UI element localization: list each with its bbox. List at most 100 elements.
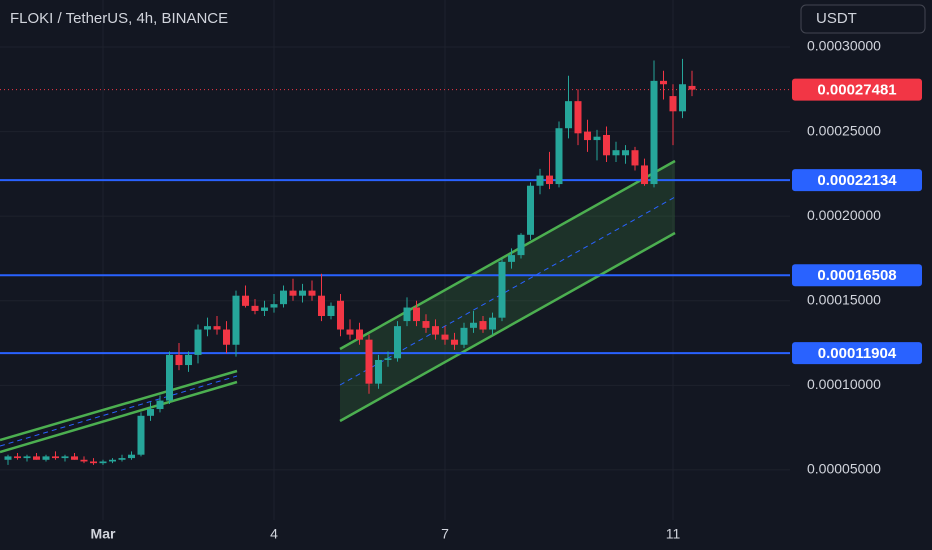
candle-body — [603, 134, 610, 156]
x-tick-label: 7 — [441, 526, 449, 542]
candle-body — [365, 339, 373, 384]
candle-body — [327, 305, 335, 316]
candle-body — [33, 456, 40, 460]
candle-body — [470, 322, 477, 328]
candle-body — [394, 326, 401, 359]
candle-body — [451, 339, 458, 345]
candle-body — [441, 334, 449, 340]
channel-line — [0, 369, 238, 442]
price-label-bg — [792, 169, 922, 192]
candle-body — [194, 329, 202, 355]
candle-body — [14, 456, 21, 459]
price-label-bg — [792, 342, 922, 365]
candle-body — [631, 150, 639, 166]
channel-line — [339, 159, 676, 351]
candle-body — [204, 326, 211, 330]
candle-body — [422, 321, 430, 328]
currency-button[interactable] — [800, 4, 926, 34]
candle-body — [413, 307, 420, 322]
candle-body — [308, 290, 316, 296]
candle-body — [346, 329, 354, 335]
candle-body — [61, 456, 69, 459]
x-tick-label: 11 — [666, 526, 681, 542]
candle-body — [213, 326, 221, 330]
y-tick-label: 0.00025000 — [807, 122, 881, 138]
candle-body — [318, 295, 325, 316]
y-tick-label: 0.00015000 — [807, 291, 881, 307]
candle-body — [4, 456, 12, 460]
candle-body — [593, 136, 601, 141]
y-tick-label: 0.00010000 — [807, 376, 881, 392]
grid — [0, 0, 790, 520]
candle-body — [460, 327, 468, 345]
candle-body — [251, 305, 259, 311]
candle-body — [669, 96, 677, 112]
candle-body — [489, 317, 496, 330]
candle-body — [71, 456, 78, 460]
candle-body — [118, 458, 126, 460]
candle-body — [375, 359, 382, 384]
candle-body — [185, 354, 192, 366]
candle-body — [137, 415, 145, 455]
candle-body — [517, 234, 525, 256]
candle-body — [109, 459, 116, 462]
candle-body — [479, 321, 487, 330]
price-label: 0.00016508 — [817, 267, 896, 284]
candle-body — [232, 295, 240, 345]
candle-body — [650, 80, 658, 185]
candle-body — [527, 185, 534, 235]
price-label-bg — [792, 264, 922, 287]
candle-body — [23, 456, 31, 459]
candle-body — [660, 80, 667, 85]
candle-body — [384, 358, 392, 360]
candle-body — [432, 326, 439, 335]
currency-label[interactable]: USDT — [816, 10, 857, 27]
candle-body — [270, 304, 278, 308]
chart-title: FLOKI / TetherUS, 4h, BINANCE — [10, 10, 228, 27]
candle-body — [42, 456, 50, 460]
y-tick-label: 0.00030000 — [807, 38, 881, 54]
candle-body — [574, 101, 582, 134]
x-tick-label: Mar — [91, 526, 116, 542]
candle-body — [337, 300, 344, 330]
candle-body — [147, 409, 154, 416]
x-tick-label: 4 — [270, 526, 278, 542]
candle-body — [622, 150, 629, 156]
candle-body — [175, 354, 183, 366]
channel-line — [0, 380, 238, 454]
candle-body — [584, 131, 591, 141]
candle-body — [128, 454, 135, 459]
candle-body — [261, 307, 268, 311]
candle-body — [508, 255, 515, 262]
candle-body — [555, 128, 563, 185]
price-label: 0.00022134 — [817, 172, 897, 189]
candle-body — [536, 175, 544, 186]
candle-body — [289, 290, 297, 296]
candle-body — [99, 461, 107, 464]
candles — [4, 58, 696, 465]
candle-body — [688, 85, 696, 90]
candle-body — [612, 150, 620, 156]
candle-body — [546, 175, 553, 185]
current-price-bg — [792, 78, 922, 101]
candle-body — [52, 456, 59, 459]
candle-body — [299, 290, 306, 296]
candle-body — [403, 307, 411, 322]
y-tick-label: 0.00020000 — [807, 207, 881, 223]
price-label: 0.00011904 — [818, 345, 897, 362]
candle-body — [156, 400, 164, 410]
candle-body — [90, 461, 97, 464]
axes: 0.00005000 0.00010000 0.00015000 0.00020000… — [91, 38, 922, 542]
y-tick-label: 0.00005000 — [807, 461, 881, 477]
candle-body — [242, 295, 249, 306]
candle-body — [280, 290, 287, 305]
channel-left — [0, 369, 238, 454]
candle-body — [223, 329, 230, 345]
candle-body — [679, 84, 686, 112]
candle-body — [565, 101, 572, 129]
candle-body — [498, 261, 506, 318]
current-price-label: 0.00027481 — [817, 82, 896, 99]
candle-body — [641, 165, 648, 185]
candle-body — [80, 459, 88, 462]
